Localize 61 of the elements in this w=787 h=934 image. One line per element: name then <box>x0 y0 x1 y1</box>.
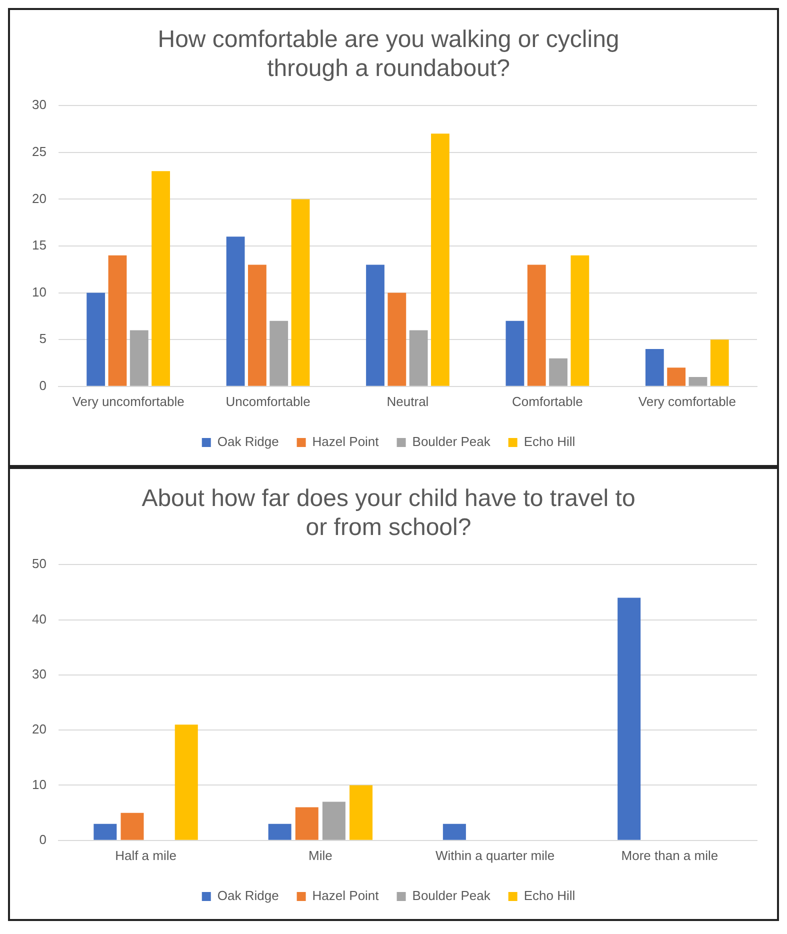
legend-label: Boulder Peak <box>412 434 491 450</box>
bar <box>270 320 288 386</box>
bar <box>226 236 245 386</box>
legend-label: Hazel Point <box>312 888 380 904</box>
y-tick-label: 0 <box>39 378 46 393</box>
bar <box>506 320 524 386</box>
bar <box>94 824 117 840</box>
x-tick-label: More than a mile <box>621 848 718 863</box>
y-tick-label: 40 <box>32 611 46 626</box>
y-tick-label: 30 <box>32 666 46 682</box>
bar <box>431 134 450 386</box>
legend-label: Echo Hill <box>524 434 576 450</box>
legend-label: Oak Ridge <box>217 888 279 904</box>
x-tick-label: Uncomfortable <box>226 394 310 409</box>
bar <box>667 368 686 386</box>
bar <box>86 292 106 386</box>
bar <box>645 348 664 386</box>
bar <box>120 812 144 840</box>
chart-title: About how far does your child have to travel to or from school? <box>142 485 636 541</box>
bar <box>291 199 310 386</box>
x-tick-label: Mile <box>308 848 332 863</box>
bar <box>366 264 384 386</box>
legend-label: Boulder Peak <box>412 888 491 904</box>
y-tick-label: 50 <box>32 556 46 572</box>
bar <box>130 330 148 386</box>
x-tick-label: Very comfortable <box>638 394 736 409</box>
legend-label: Echo Hill <box>524 888 576 904</box>
x-tick-label: Within a quarter mile <box>435 848 555 863</box>
y-tick-label: 10 <box>32 284 46 300</box>
bar <box>688 377 708 386</box>
bar <box>570 255 590 386</box>
y-tick-label: 20 <box>32 190 46 206</box>
x-tick-label: Half a mile <box>115 848 176 863</box>
y-tick-label: 5 <box>39 331 46 346</box>
bar <box>388 292 406 386</box>
bar <box>549 358 568 386</box>
bar <box>442 824 466 840</box>
bar <box>409 330 428 386</box>
bar <box>710 340 729 386</box>
bar <box>152 171 170 386</box>
bar <box>322 802 346 840</box>
bar <box>248 264 266 386</box>
bar <box>350 785 373 840</box>
x-tick-label: Very uncomfortable <box>72 394 184 409</box>
chart-title: How comfortable are you walking or cycling through a roundabout? <box>158 26 620 82</box>
y-tick-label: 30 <box>32 97 46 112</box>
bar <box>295 807 318 840</box>
bar <box>618 598 641 840</box>
legend-label: Oak Ridge <box>217 434 279 450</box>
y-tick-label: 25 <box>32 144 46 159</box>
y-tick-label: 15 <box>32 238 46 253</box>
y-tick-label: 0 <box>39 832 46 847</box>
x-tick-label: Comfortable <box>512 394 583 409</box>
y-tick-label: 20 <box>32 722 46 737</box>
bar <box>108 255 127 386</box>
legend-label: Hazel Point <box>312 434 380 450</box>
bar <box>174 724 198 840</box>
bar <box>527 264 546 386</box>
bar <box>268 824 292 840</box>
y-tick-label: 10 <box>32 776 46 792</box>
x-tick-label: Neutral <box>386 394 429 409</box>
